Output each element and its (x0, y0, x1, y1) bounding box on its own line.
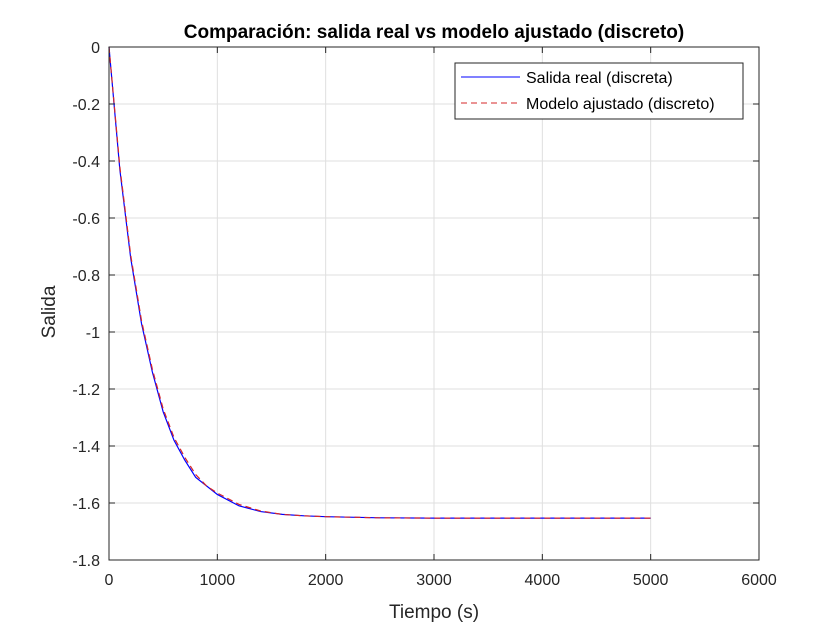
y-tick-label: -1.6 (72, 496, 100, 513)
legend-box (454, 62, 744, 120)
y-axis-label: Salida (39, 285, 60, 338)
x-tick-label: 2000 (308, 572, 344, 589)
x-tick-label: 0 (105, 572, 114, 589)
legend: Salida real (discreta) Modelo ajustado (… (454, 62, 744, 120)
y-tick-label: -0.6 (72, 211, 100, 228)
y-axis-ticks: 0 -0.2 -0.4 -0.6 -0.8 -1 -1.2 -1.4 -1.6 -1.8 (72, 40, 759, 570)
x-tick-label: 6000 (741, 572, 777, 589)
x-axis-ticks: 0 1000 2000 3000 4000 5000 6000 (105, 47, 777, 589)
series-layer (108, 46, 651, 519)
x-tick-label: 5000 (633, 572, 669, 589)
y-tick-label: -1.8 (72, 553, 100, 570)
chart-title: Comparación: salida real vs modelo ajust… (184, 22, 684, 43)
y-tick-label: 0 (91, 40, 100, 57)
y-tick-label: -0.8 (72, 268, 100, 285)
series-line-salida-real (108, 46, 651, 519)
y-tick-label: -1 (86, 325, 100, 342)
series-line-modelo-ajustado (108, 46, 651, 519)
legend-label-modelo-ajustado: Modelo ajustado (discreto) (526, 96, 715, 113)
y-tick-label: -0.4 (72, 154, 100, 171)
x-tick-label: 3000 (416, 572, 452, 589)
x-tick-label: 4000 (525, 572, 561, 589)
y-tick-label: -1.4 (72, 439, 100, 456)
legend-label-salida-real: Salida real (discreta) (526, 70, 673, 87)
x-axis-label: Tiempo (s) (389, 602, 479, 623)
x-tick-label: 1000 (200, 572, 236, 589)
y-tick-label: -1.2 (72, 382, 100, 399)
y-tick-label: -0.2 (72, 97, 100, 114)
